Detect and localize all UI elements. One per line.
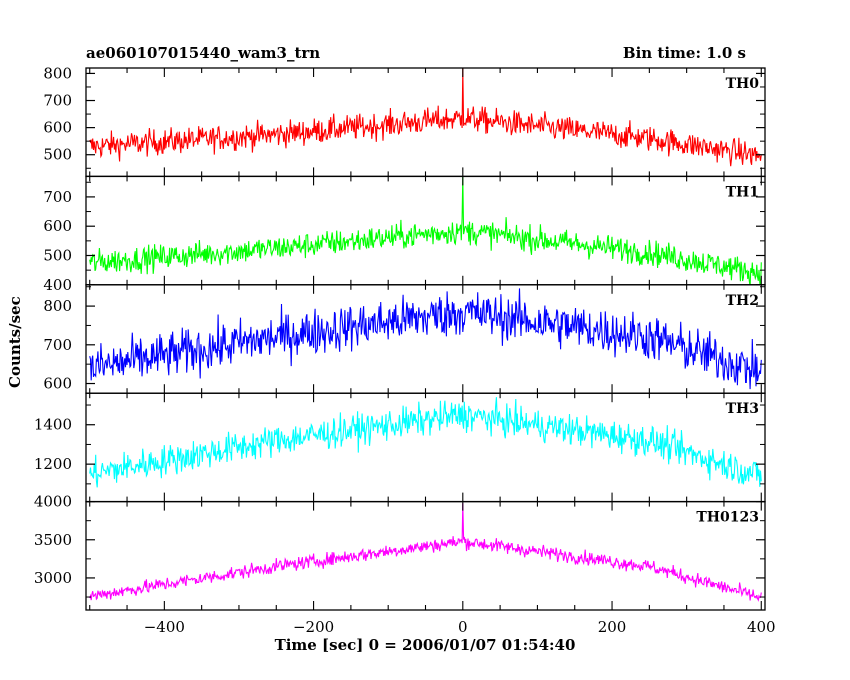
lightcurve-th0123 [89, 503, 762, 602]
ytick-label-th0123: 4000 [34, 493, 72, 511]
ytick-label-th0123: 3500 [34, 531, 72, 549]
xtick-label: 200 [598, 618, 627, 636]
observation-id: ae060107015440_wam3_trn [86, 44, 321, 62]
y-axis-label: Counts/sec [6, 296, 24, 388]
ytick-label-th0: 600 [43, 119, 72, 137]
ytick-label-th1: 500 [43, 247, 72, 265]
ytick-label-th0: 800 [43, 64, 72, 82]
lightcurve-th3 [89, 397, 762, 488]
ytick-label-th1: 700 [43, 188, 72, 206]
series-label-th1: TH1 [726, 184, 759, 200]
series-label-th0123: TH0123 [696, 510, 759, 526]
xtick-label: 0 [458, 618, 468, 636]
lightcurve-th1 [89, 176, 762, 285]
ytick-label-th1: 400 [43, 276, 72, 294]
ytick-label-th2: 600 [43, 375, 72, 393]
ytick-label-th3: 1200 [34, 455, 72, 473]
xtick-label: 400 [747, 618, 776, 636]
panel-frame-th0123 [85, 500, 766, 611]
series-label-th3: TH3 [726, 401, 759, 417]
lightcurve-th0 [89, 68, 762, 167]
series-label-th2: TH2 [726, 293, 759, 309]
ytick-label-th3: 1400 [34, 416, 72, 434]
lightcurve-th2 [89, 288, 762, 390]
ytick-label-th0123: 3000 [34, 569, 72, 587]
xtick-label: −200 [293, 618, 334, 636]
ytick-label-th0: 500 [43, 146, 72, 164]
ytick-label-th2: 700 [43, 336, 72, 354]
ytick-label-th0: 700 [43, 92, 72, 110]
series-label-th0: TH0 [726, 76, 760, 92]
x-axis-label: Time [sec] 0 = 2006/01/07 01:54:40 [274, 636, 576, 654]
xtick-label: −400 [144, 618, 185, 636]
bin-time-label: Bin time: 1.0 s [622, 44, 746, 62]
ytick-label-th1: 600 [43, 217, 72, 235]
ytick-label-th2: 800 [43, 297, 72, 315]
